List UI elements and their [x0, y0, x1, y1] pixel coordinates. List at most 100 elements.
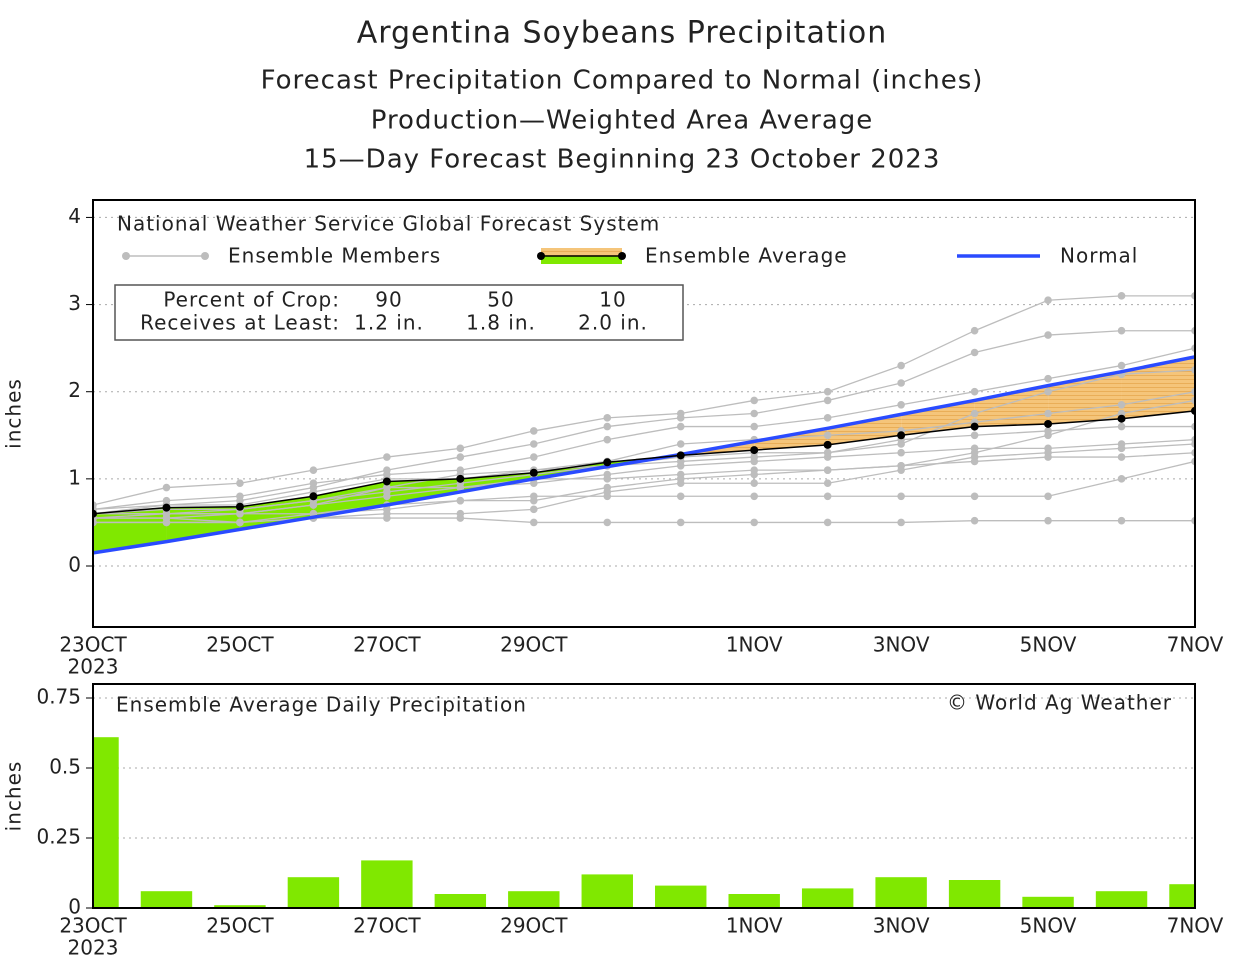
member-point — [1044, 516, 1052, 525]
legend-member-dot — [201, 252, 209, 260]
x-tick-label: 5NOV — [1020, 633, 1077, 657]
member-point — [750, 453, 758, 461]
subtitle: Forecast Precipitation Compared to Norma… — [261, 66, 984, 96]
member-line — [93, 460, 1195, 524]
bar — [1022, 896, 1074, 908]
member-point — [530, 453, 538, 461]
member-point — [676, 518, 685, 527]
x-tick-label: 25OCT — [206, 633, 274, 657]
member-point — [603, 435, 612, 444]
member-point — [750, 396, 758, 405]
x-tick-label: 1NOV — [726, 914, 783, 938]
member-point — [236, 518, 244, 527]
average-point — [1044, 419, 1053, 428]
average-point — [382, 477, 391, 486]
crop-table-cell: Percent of Crop: — [163, 288, 340, 312]
below-normal-fill — [754, 428, 828, 451]
average-point — [456, 474, 465, 483]
member-line — [93, 391, 1195, 511]
x-tick-label: 3NOV — [873, 633, 930, 657]
average-point — [970, 422, 979, 431]
member-point — [236, 509, 244, 518]
member-point — [970, 348, 979, 357]
member-point — [676, 440, 685, 448]
member-point — [970, 387, 979, 396]
crop-table-cell: 10 — [599, 288, 626, 312]
x-tick-label: 29OCT — [500, 914, 568, 938]
y-tick-label: 4 — [68, 204, 81, 228]
member-point — [1044, 492, 1052, 501]
average-point — [823, 440, 832, 449]
member-point — [456, 496, 465, 505]
average-point — [529, 468, 538, 477]
crop-table-cell: 1.2 in. — [354, 311, 424, 335]
member-point — [970, 492, 979, 501]
legend-label: Ensemble Average — [645, 244, 848, 268]
below-normal-fill — [901, 400, 975, 436]
member-point — [1044, 296, 1052, 305]
member-point — [603, 518, 612, 527]
y-axis-label: inches — [2, 761, 26, 832]
member-line — [93, 399, 1195, 519]
member-point — [236, 479, 244, 488]
member-point — [897, 492, 905, 501]
member-point — [456, 444, 465, 453]
y-tick-label: 0 — [68, 895, 81, 919]
member-point — [823, 387, 832, 396]
y-tick-label: 3 — [68, 291, 81, 315]
member-point — [823, 518, 832, 527]
x-year-label: 2023 — [68, 936, 119, 960]
member-line — [93, 369, 1195, 519]
member-point — [530, 518, 538, 527]
bar — [287, 877, 340, 908]
member-point — [897, 361, 905, 370]
member-point — [823, 396, 832, 405]
x-tick-label: 7NOV — [1167, 914, 1224, 938]
average-line — [93, 410, 1195, 515]
bar — [93, 737, 119, 908]
member-point — [456, 509, 465, 518]
average-point — [162, 503, 171, 512]
member-point — [970, 448, 979, 457]
bar — [801, 888, 854, 908]
member-point — [530, 505, 538, 514]
average-point — [603, 458, 612, 467]
bar — [434, 894, 487, 908]
member-point — [1044, 453, 1052, 461]
bar — [655, 885, 707, 908]
member-point — [897, 518, 905, 527]
member-point — [1117, 475, 1126, 483]
member-point — [603, 422, 612, 431]
member-point — [1044, 409, 1052, 418]
credit: © World Ag Weather — [947, 691, 1172, 715]
member-point — [676, 457, 685, 466]
member-line — [93, 347, 1195, 511]
member-point — [750, 492, 758, 501]
average-point — [676, 451, 685, 460]
member-point — [750, 479, 758, 488]
crop-table-cell: 90 — [375, 288, 402, 312]
y-tick-label: 0 — [68, 553, 81, 577]
member-point — [1117, 516, 1126, 525]
legend-title: National Weather Service Global Forecast… — [117, 212, 660, 236]
member-point — [676, 414, 685, 422]
x-tick-label: 23OCT — [59, 633, 127, 657]
crop-table-cell: 1.8 in. — [466, 311, 536, 335]
crop-table-cell: 2.0 in. — [578, 311, 648, 335]
bar — [1095, 891, 1148, 908]
above-normal-fill — [166, 506, 240, 542]
crop-table-cell: Receives at Least: — [140, 311, 340, 335]
member-point — [970, 431, 979, 440]
member-point — [383, 505, 391, 514]
legend-average-dot — [618, 252, 626, 260]
below-normal-fill — [1121, 356, 1195, 419]
member-point — [383, 453, 391, 461]
bar — [948, 880, 1001, 908]
plot-area — [93, 737, 1195, 908]
legend-average-dot — [537, 252, 545, 260]
member-point — [1044, 431, 1052, 440]
plot-frame — [92, 683, 1196, 909]
subtitle: 15—Day Forecast Beginning 23 October 202… — [304, 145, 941, 175]
x-year-label: 2023 — [68, 655, 119, 679]
